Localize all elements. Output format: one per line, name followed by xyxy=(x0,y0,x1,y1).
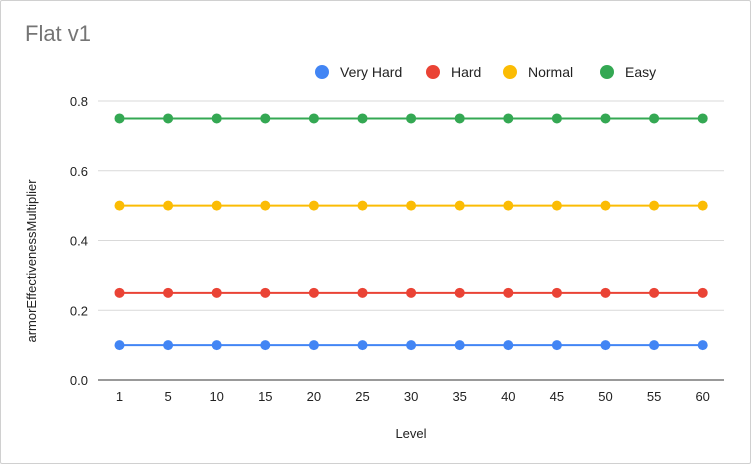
gridlines xyxy=(98,100,724,381)
data-point-normal xyxy=(211,200,222,211)
data-point-normal xyxy=(406,200,417,211)
series-hard xyxy=(114,287,708,298)
legend-item-hard[interactable]: Hard xyxy=(426,64,481,80)
data-point-hard xyxy=(114,287,125,298)
data-point-hard xyxy=(454,287,465,298)
x-tick-label: 50 xyxy=(598,389,612,404)
data-point-easy xyxy=(406,113,417,124)
data-point-normal xyxy=(551,200,562,211)
data-point-easy xyxy=(503,113,514,124)
x-tick-label: 1 xyxy=(116,389,123,404)
x-tick-label: 25 xyxy=(355,389,369,404)
data-point-hard xyxy=(697,287,708,298)
data-point-hard xyxy=(649,287,660,298)
x-tick-label: 30 xyxy=(404,389,418,404)
data-point-very-hard xyxy=(454,340,465,351)
x-tick-label: 15 xyxy=(258,389,272,404)
y-axis-label: armorEffectivenessMultiplier xyxy=(24,179,39,343)
data-point-very-hard xyxy=(114,340,125,351)
chart-title: Flat v1 xyxy=(25,21,92,46)
y-tick-label: 0.0 xyxy=(70,373,88,388)
data-point-hard xyxy=(503,287,514,298)
series-very-hard xyxy=(114,340,708,351)
x-tick-label: 45 xyxy=(550,389,564,404)
y-tick-label: 0.2 xyxy=(70,303,88,318)
series-normal xyxy=(114,200,708,211)
data-point-very-hard xyxy=(211,340,222,351)
data-point-easy xyxy=(697,113,708,124)
data-point-normal xyxy=(600,200,611,211)
data-point-normal xyxy=(114,200,125,211)
data-point-easy xyxy=(260,113,271,124)
data-point-hard xyxy=(163,287,174,298)
data-point-very-hard xyxy=(551,340,562,351)
y-axis-ticks: 0.0 0.2 0.4 0.6 0.8 xyxy=(70,94,88,388)
x-tick-label: 5 xyxy=(164,389,171,404)
data-point-hard xyxy=(308,287,319,298)
legend-swatch-normal xyxy=(503,65,517,79)
legend-label-very-hard: Very Hard xyxy=(340,64,402,80)
data-point-very-hard xyxy=(697,340,708,351)
legend-swatch-hard xyxy=(426,65,440,79)
legend-item-very-hard[interactable]: Very Hard xyxy=(315,64,402,80)
data-point-normal xyxy=(163,200,174,211)
data-point-hard xyxy=(406,287,417,298)
y-tick-label: 0.4 xyxy=(70,234,88,249)
data-point-very-hard xyxy=(600,340,611,351)
legend-label-hard: Hard xyxy=(451,64,481,80)
legend-item-easy[interactable]: Easy xyxy=(600,64,656,80)
x-tick-label: 35 xyxy=(452,389,466,404)
data-point-easy xyxy=(308,113,319,124)
data-point-very-hard xyxy=(260,340,271,351)
legend-label-normal: Normal xyxy=(528,64,573,80)
x-tick-label: 60 xyxy=(695,389,709,404)
data-point-normal xyxy=(454,200,465,211)
x-tick-label: 55 xyxy=(647,389,661,404)
x-tick-label: 10 xyxy=(209,389,223,404)
data-point-hard xyxy=(260,287,271,298)
data-point-normal xyxy=(308,200,319,211)
data-point-very-hard xyxy=(308,340,319,351)
legend: Very Hard Hard Normal Easy xyxy=(315,64,656,80)
series-easy xyxy=(114,113,708,124)
data-point-very-hard xyxy=(649,340,660,351)
data-point-very-hard xyxy=(163,340,174,351)
data-point-easy xyxy=(454,113,465,124)
data-point-hard xyxy=(357,287,368,298)
x-axis-ticks: 1 5 10 15 20 25 30 35 40 45 50 55 60 xyxy=(116,389,710,404)
data-point-normal xyxy=(260,200,271,211)
y-tick-label: 0.6 xyxy=(70,164,88,179)
x-axis-label: Level xyxy=(395,426,426,441)
legend-item-normal[interactable]: Normal xyxy=(503,64,573,80)
data-point-very-hard xyxy=(406,340,417,351)
data-point-hard xyxy=(211,287,222,298)
data-point-easy xyxy=(163,113,174,124)
data-point-easy xyxy=(600,113,611,124)
data-point-very-hard xyxy=(357,340,368,351)
data-point-normal xyxy=(357,200,368,211)
data-point-easy xyxy=(551,113,562,124)
series-group xyxy=(114,113,708,351)
data-point-normal xyxy=(697,200,708,211)
data-point-hard xyxy=(600,287,611,298)
x-tick-label: 40 xyxy=(501,389,515,404)
data-point-very-hard xyxy=(503,340,514,351)
data-point-easy xyxy=(114,113,125,124)
y-tick-label: 0.8 xyxy=(70,94,88,109)
data-point-easy xyxy=(649,113,660,124)
data-point-hard xyxy=(551,287,562,298)
data-point-easy xyxy=(211,113,222,124)
legend-swatch-very-hard xyxy=(315,65,329,79)
legend-label-easy: Easy xyxy=(625,64,656,80)
data-point-normal xyxy=(649,200,660,211)
data-point-easy xyxy=(357,113,368,124)
data-point-normal xyxy=(503,200,514,211)
legend-swatch-easy xyxy=(600,65,614,79)
x-tick-label: 20 xyxy=(307,389,321,404)
